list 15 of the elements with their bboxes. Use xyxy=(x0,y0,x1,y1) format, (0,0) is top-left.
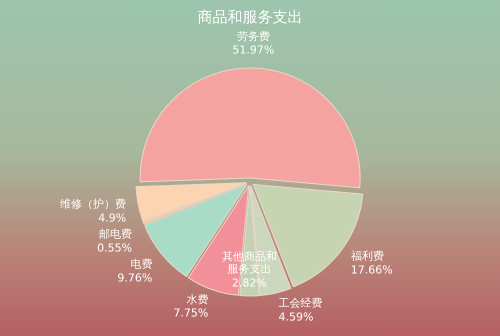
slice-label: 劳务费 xyxy=(236,30,270,43)
slice-label: 福利费 xyxy=(350,250,384,263)
data-label: 0.55% xyxy=(97,241,132,254)
slice-label: 维修（护）费 xyxy=(60,198,126,211)
data-label: 4.59% xyxy=(278,310,314,324)
data-label: 51.97% xyxy=(232,44,274,57)
chart-title: 商品和服务支出 xyxy=(198,8,302,26)
slice-label: 工会经费 xyxy=(278,296,322,310)
data-label: 7.75% xyxy=(173,306,208,320)
data-label: 4.9% xyxy=(98,211,126,224)
data-label: 17.66% xyxy=(350,263,393,276)
slice-label: 邮电费 xyxy=(99,228,132,241)
data-label: 9.76% xyxy=(117,271,152,284)
slice-label: 电费 xyxy=(130,258,152,271)
slice-label: 水费 xyxy=(186,292,208,306)
